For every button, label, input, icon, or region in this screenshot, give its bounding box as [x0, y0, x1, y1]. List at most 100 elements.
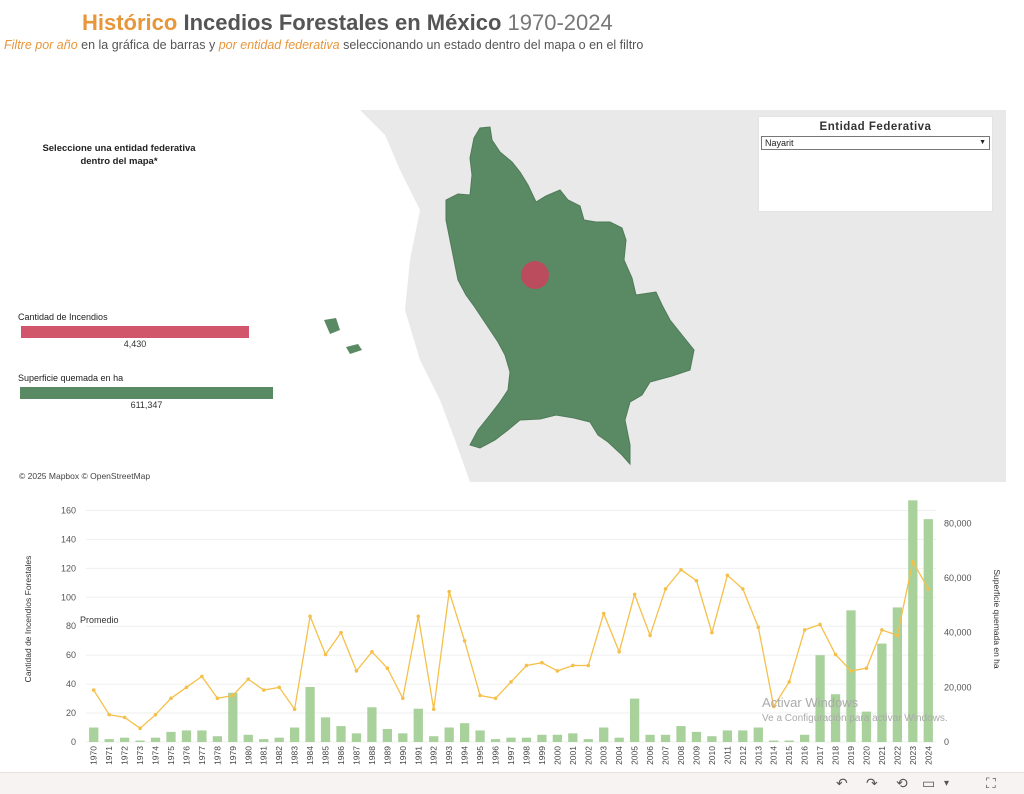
state-shape-nayarit[interactable]: [445, 126, 695, 466]
bar-1984: [305, 687, 315, 742]
bar-1987: [351, 733, 362, 742]
x-tick-label: 2011: [722, 746, 732, 765]
area-point-1977: [200, 674, 204, 679]
bar-1988: [367, 707, 377, 742]
subtitle-state-filter: por entidad federativa: [218, 38, 340, 52]
bar-2016: [800, 734, 810, 742]
y2-axis-label: Superficie quemada en ha: [992, 569, 1002, 669]
bar-1989: [382, 728, 392, 742]
x-tick-label: 2018: [831, 746, 841, 765]
fullscreen-icon[interactable]: ⛶: [986, 775, 996, 791]
x-tick-label: 1974: [151, 746, 161, 765]
dropdown-arrow-icon[interactable]: ▼: [979, 139, 986, 146]
undo-icon[interactable]: ↶: [836, 775, 848, 791]
bar-2002: [583, 739, 593, 742]
area-point-1979: [231, 693, 235, 698]
bar-2012: [738, 730, 748, 742]
bar-2008: [676, 726, 686, 742]
bar-2020: [861, 711, 872, 742]
x-tick-label: 1977: [197, 746, 207, 765]
area-point-1995: [478, 693, 482, 698]
x-tick-label: 2013: [753, 746, 763, 765]
state-filter-select[interactable]: Nayarit ▼: [761, 136, 990, 150]
area-point-2020: [864, 666, 869, 670]
area-point-2015: [787, 680, 791, 684]
x-tick-label: 2024: [923, 746, 933, 765]
y-tick-label: 80: [66, 621, 76, 631]
x-tick-label: 1988: [367, 746, 377, 765]
x-tick-label: 2001: [568, 746, 578, 765]
y2-tick-label: 60,000: [944, 573, 972, 583]
fires-chart[interactable]: 0 20 40 60 80 100 120 140 160 0 20,000 40,000 60,000…: [0, 484, 1024, 772]
subtitle-year-filter: Filtre por año: [4, 38, 78, 52]
x-tick-label: 1983: [290, 746, 300, 765]
area-point-1982: [277, 685, 281, 690]
subtitle-text-1: en la gráfica de barras y: [77, 38, 219, 52]
y-tick-label: 140: [61, 534, 76, 544]
x-tick-label: 2016: [800, 746, 810, 765]
bar-2022: [892, 607, 902, 742]
bar-2003: [599, 727, 609, 742]
area-point-2023: [911, 559, 915, 564]
area-kpi-bar[interactable]: [20, 387, 273, 399]
x-tick-label: 1976: [181, 746, 191, 765]
area-point-1987: [354, 669, 359, 673]
area-point-2013: [756, 625, 761, 629]
x-tick-label: 1986: [336, 746, 346, 765]
share-menu-icon[interactable]: ▾: [944, 778, 950, 789]
area-point-2012: [741, 587, 745, 591]
bar-1983: [290, 727, 300, 742]
map-hint: Seleccione una entidad federativa dentro…: [42, 143, 196, 167]
x-tick-label: 1978: [212, 746, 222, 765]
bar-2001: [568, 733, 578, 742]
bar-2004: [614, 737, 624, 742]
state-marker[interactable]: [521, 261, 549, 289]
dashboard-title: Histórico Incedios Forestales en México …: [82, 10, 613, 36]
x-tick-label: 2007: [661, 746, 671, 765]
bar-2021: [877, 643, 887, 742]
x-tick-label: 2002: [583, 746, 593, 765]
area-kpi-label: Superficie quemada en ha: [18, 373, 124, 383]
area-point-2018: [833, 652, 838, 657]
x-tick-label: 2004: [614, 746, 624, 765]
fires-kpi-value: 4,430: [123, 339, 147, 349]
x-tick-label: 2021: [877, 746, 887, 765]
toolbar: [0, 772, 1024, 794]
area-point-2006: [648, 633, 652, 638]
area-point-1997: [509, 680, 513, 684]
x-tick-label: 1989: [382, 746, 392, 765]
area-point-2014: [771, 704, 776, 709]
revert-icon[interactable]: ⟲: [896, 775, 908, 791]
x-tick-label: 1991: [413, 746, 423, 765]
redo-icon[interactable]: ↷: [866, 775, 878, 791]
area-point-1996: [493, 696, 498, 701]
area-point-1999: [540, 660, 544, 665]
area-point-2010: [710, 630, 714, 635]
x-tick-label: 2008: [676, 746, 686, 765]
x-tick-label: 2023: [908, 746, 918, 765]
x-tick-label: 2014: [769, 746, 779, 765]
area-point-2004: [617, 650, 621, 654]
y2-tick-label: 40,000: [944, 628, 972, 638]
x-tick-label: 2010: [707, 746, 717, 765]
title-years: 1970-2024: [507, 10, 613, 35]
area-point-1978: [215, 696, 220, 701]
share-icon[interactable]: ▭: [922, 775, 936, 791]
y-tick-label: 100: [61, 592, 76, 602]
area-point-1981: [261, 688, 266, 692]
bar-1978: [212, 736, 222, 742]
x-tick-label: 1971: [104, 746, 114, 765]
bar-2010: [707, 736, 717, 742]
windows-watermark-text: Ve a Configuración para activar Windows.: [762, 713, 948, 724]
area-point-1971: [107, 712, 111, 717]
area-point-2017: [818, 622, 822, 627]
area-point-2009: [694, 578, 699, 583]
area-point-1974: [153, 712, 158, 717]
y-tick-label: 60: [66, 650, 76, 660]
bar-2005: [630, 698, 640, 742]
bar-1974: [150, 737, 161, 742]
bar-1991: [413, 708, 423, 742]
island-1: [324, 318, 340, 334]
area-point-1989: [385, 666, 390, 670]
fires-kpi-bar[interactable]: [21, 326, 249, 338]
